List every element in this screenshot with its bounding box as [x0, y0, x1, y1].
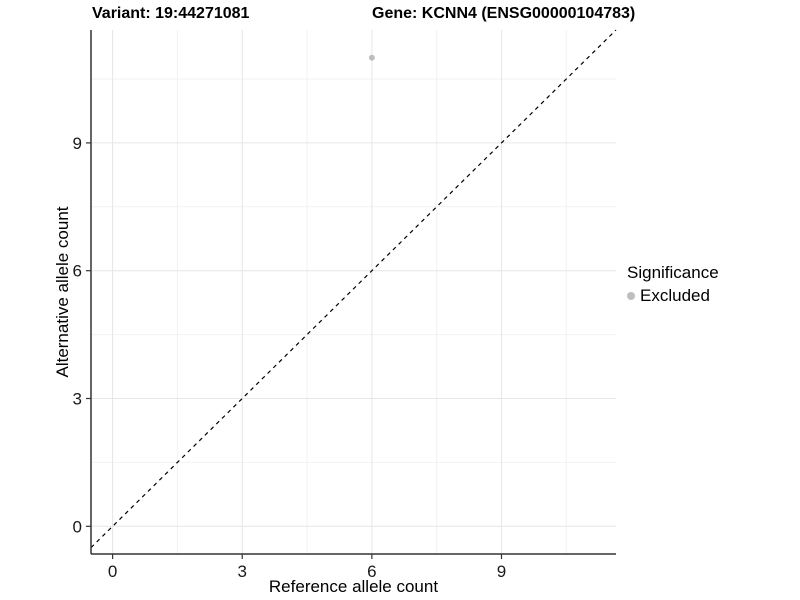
- legend-point-swatch-icon: [627, 292, 635, 300]
- legend-title: Significance: [627, 263, 719, 282]
- data-point: [368, 54, 375, 61]
- y-tick-label: 0: [73, 517, 82, 536]
- x-tick-label: 6: [367, 562, 376, 581]
- plot-title-variant: Variant: 19:44271081: [92, 5, 250, 22]
- identity-reference-line: [90, 29, 617, 549]
- legend-item-excluded: Excluded: [627, 286, 719, 306]
- y-tick-label: 6: [73, 262, 82, 281]
- plot-title-gene: Gene: KCNN4 (ENSG00000104783): [372, 5, 636, 22]
- x-tick-label: 9: [497, 562, 506, 581]
- legend: Significance Excluded: [627, 263, 719, 306]
- x-tick-label: 3: [238, 562, 247, 581]
- y-tick-label: 9: [73, 134, 82, 153]
- x-tick-label: 0: [108, 562, 117, 581]
- legend-item-label: Excluded: [640, 286, 710, 305]
- x-axis-title: Reference allele count: [268, 577, 439, 596]
- y-tick-label: 3: [73, 390, 82, 409]
- y-axis-title: Alternative allele count: [53, 206, 72, 378]
